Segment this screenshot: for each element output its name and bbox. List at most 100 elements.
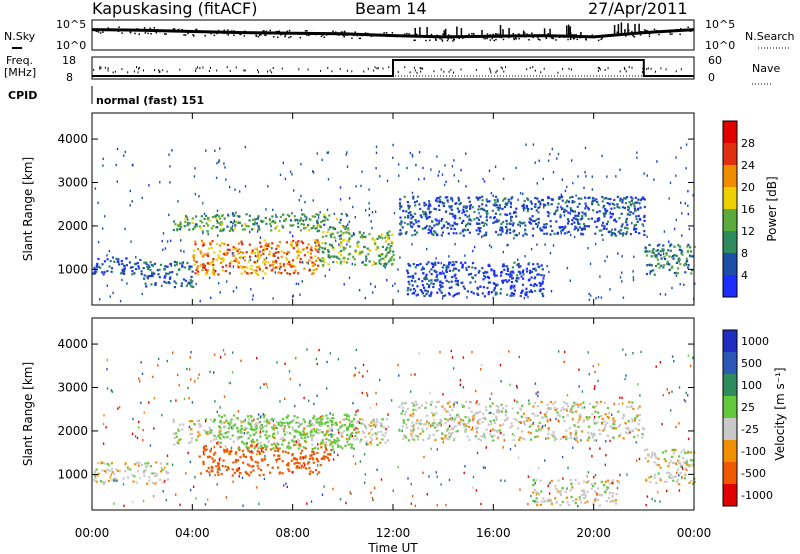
- velocity-cell: [346, 443, 349, 446]
- noise-point: [341, 31, 343, 33]
- nave-point: [133, 70, 135, 73]
- power-cell: [499, 292, 502, 295]
- velocity-cell: [287, 468, 290, 471]
- power-cell: [689, 246, 692, 249]
- velocity-scatter: [555, 417, 557, 421]
- power-cell: [332, 248, 335, 251]
- velocity-cell: [538, 421, 541, 424]
- velocity-scatter: [593, 387, 596, 390]
- velocity-scatter: [484, 466, 486, 470]
- velocity-cell: [276, 441, 279, 444]
- velocity-cell: [650, 456, 653, 459]
- power-cell: [657, 249, 660, 252]
- velocity-cell: [574, 410, 578, 413]
- noise-point: [486, 33, 489, 35]
- power-cell: [419, 289, 422, 292]
- noise-point: [471, 33, 473, 35]
- power-scatter: [135, 256, 137, 259]
- power-scatter: [671, 286, 673, 290]
- velocity-scatter: [428, 475, 430, 478]
- velocity-cell: [524, 423, 527, 426]
- power-cell: [277, 245, 280, 248]
- velocity-cell: [302, 429, 305, 432]
- velocity-scatter: [316, 472, 319, 476]
- power-cell: [525, 233, 528, 236]
- velocity-cell: [356, 419, 359, 423]
- power-cell: [290, 243, 293, 246]
- velocity-cell: [219, 433, 223, 436]
- power-cell: [321, 235, 325, 238]
- velocity-cell: [238, 447, 241, 450]
- velocity-cell: [356, 427, 359, 430]
- power-cell: [436, 291, 439, 294]
- power-scatter: [583, 186, 585, 189]
- power-cell: [286, 251, 289, 254]
- velocity-cell: [144, 468, 147, 472]
- power-cell: [523, 221, 526, 224]
- power-cell: [681, 253, 684, 256]
- power-cell: [494, 201, 497, 204]
- velocity-cell: [258, 432, 261, 435]
- power-cell: [451, 224, 454, 227]
- power-scatter: [218, 159, 220, 162]
- power-cell: [308, 229, 311, 232]
- noise-point: [648, 32, 651, 34]
- velocity-cell: [190, 428, 193, 431]
- power-cell: [425, 273, 428, 276]
- velocity-cell: [657, 457, 660, 460]
- velocity-cell: [461, 403, 464, 406]
- power-scatter: [229, 272, 231, 275]
- power-cell: [342, 257, 345, 260]
- power-cell: [221, 269, 225, 272]
- velocity-scatter: [286, 485, 288, 489]
- power-cell: [458, 203, 461, 206]
- nave-point: [179, 68, 181, 71]
- velocity-cell: [304, 447, 307, 450]
- power-scatter: [233, 219, 236, 222]
- velocity-cell: [596, 402, 599, 405]
- velocity-cell: [202, 447, 205, 450]
- noise-point: [632, 35, 635, 37]
- power-cell: [527, 198, 530, 201]
- velocity-cell: [600, 494, 603, 497]
- power-scatter: [404, 221, 406, 225]
- power-cell: [688, 254, 692, 257]
- velocity-cell: [314, 430, 317, 433]
- power-cell: [240, 255, 243, 258]
- velocity-cell: [682, 456, 685, 459]
- power-cell: [474, 274, 477, 277]
- power-scatter: [572, 181, 574, 185]
- power-cell: [399, 229, 402, 232]
- velocity-scatter: [188, 397, 190, 400]
- power-cell: [306, 251, 309, 254]
- power-cell: [525, 267, 528, 270]
- power-cell: [601, 221, 605, 224]
- velocity-cell: [304, 455, 307, 458]
- power-cell: [644, 246, 647, 249]
- power-cell: [275, 266, 278, 269]
- velocity-cell: [338, 431, 341, 434]
- power-cell: [473, 210, 476, 213]
- power-scatter: [256, 230, 259, 233]
- velocity-scatter: [398, 374, 400, 377]
- power-cell: [448, 293, 451, 296]
- noise-point: [512, 32, 514, 35]
- power-cell: [374, 242, 377, 245]
- velocity-cell: [204, 418, 208, 421]
- power-cell: [471, 266, 474, 269]
- velocity-cell: [264, 425, 267, 428]
- velocity-scatter: [284, 397, 286, 400]
- power-cell: [536, 197, 539, 200]
- velocity-cell: [543, 500, 546, 503]
- power-scatter: [548, 270, 550, 274]
- velocity-cell: [236, 436, 239, 439]
- power-cell: [604, 212, 607, 215]
- power-cell: [279, 215, 282, 218]
- power-scatter: [216, 219, 218, 222]
- velocity-cell: [276, 431, 279, 434]
- power-cell: [206, 253, 209, 257]
- velocity-scatter: [225, 496, 227, 499]
- velocity-cell: [256, 450, 259, 453]
- power-cell: [273, 266, 276, 269]
- noise-point: [315, 33, 317, 36]
